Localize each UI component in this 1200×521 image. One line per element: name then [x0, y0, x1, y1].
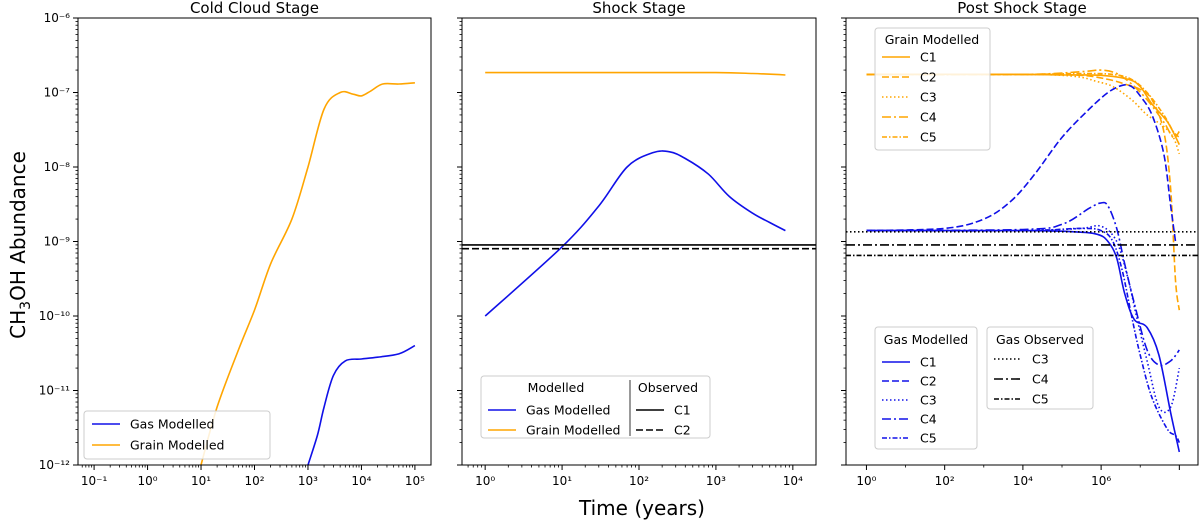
legend-label: Gas Modelled — [130, 417, 214, 432]
series-grain-modelled — [485, 71, 786, 76]
legend-label: Gas Modelled — [526, 403, 610, 418]
plot-frame — [845, 17, 1199, 466]
legend-label: C5 — [920, 431, 937, 446]
panel-1: Shock Stage 10⁰ 10¹ 10² 10³ 10⁴ Modelled Observ… — [457, 0, 817, 488]
x-tick-label: 10⁶ — [1091, 474, 1111, 488]
legend-box — [986, 326, 1094, 410]
y-axis-label: CH3OH Abundance — [6, 151, 34, 339]
series-gas-modelled-c5 — [866, 227, 1181, 443]
chart-title: Post Shock Stage — [957, 0, 1086, 17]
legend-box — [83, 410, 271, 460]
series-gas-modelled — [307, 344, 416, 465]
x-tick-label: 10⁰ — [856, 474, 876, 488]
y-tick-label: 10⁻⁹ — [44, 235, 71, 249]
legend-label: C2 — [674, 423, 691, 438]
series-grain-modelled-c5 — [866, 72, 1180, 138]
legend-label: C2 — [920, 374, 937, 389]
y-tick-label: 10⁻¹¹ — [39, 384, 70, 398]
legend-label: C1 — [920, 50, 937, 65]
legend-label: C5 — [1032, 392, 1049, 407]
x-tick-label: 10² — [244, 474, 264, 488]
x-tick-label: 10³ — [298, 474, 318, 488]
legend-title: Observed — [638, 380, 698, 395]
legend-label: C4 — [920, 110, 937, 125]
x-tick-label: 10⁴ — [1013, 474, 1033, 488]
legend-label: C1 — [920, 355, 937, 370]
x-tick-label: 10² — [629, 474, 649, 488]
legend-label: C3 — [920, 393, 937, 408]
series-grain-modelled — [200, 82, 415, 465]
legend-label: C5 — [920, 130, 937, 145]
y-tick-label: 10⁻⁶ — [44, 11, 71, 25]
legend-box — [480, 375, 711, 439]
series-gas-modelled-c2 — [866, 83, 1177, 242]
x-tick-label: 10⁻¹ — [81, 474, 108, 488]
legend-label: Grain Modelled — [526, 423, 620, 438]
x-tick-label: 10⁴ — [351, 474, 371, 488]
legend-label: Grain Modelled — [130, 438, 224, 453]
y-tick-label: 10⁻⁷ — [44, 86, 71, 100]
plot-frame — [77, 17, 432, 466]
series-gas-modelled — [484, 150, 786, 317]
y-tick-label: 10⁻¹² — [39, 458, 70, 472]
x-tick-label: 10⁰ — [138, 474, 158, 488]
legend-title: Gas Modelled — [884, 332, 968, 347]
series-gas-modelled-c3 — [866, 224, 1181, 414]
x-tick-label: 10⁰ — [475, 474, 495, 488]
chart-title: Cold Cloud Stage — [190, 0, 319, 17]
legend-label: C2 — [920, 70, 937, 85]
legend-title: Grain Modelled — [885, 32, 979, 47]
panel-0: Cold Cloud Stage 10⁻¹ 10⁰ 10¹ 10² 10³ 10⁴ 10⁵ 10… — [39, 0, 432, 488]
series-gas-modelled-c1 — [866, 229, 1181, 453]
panel-2: Post Shock Stage 10⁰ 10² 10⁴ 10⁶ Grain Modell… — [841, 0, 1199, 488]
plot-frame — [461, 17, 817, 466]
legend-label: C4 — [1032, 372, 1049, 387]
series-grain-modelled-c4 — [866, 69, 1180, 139]
legend-label: C4 — [920, 412, 937, 427]
x-tick-label: 10² — [935, 474, 955, 488]
x-tick-label: 10¹ — [552, 474, 572, 488]
x-axis-label: Time (years) — [578, 496, 705, 520]
legend-label: C3 — [1032, 352, 1049, 367]
x-tick-label: 10³ — [706, 474, 726, 488]
legend-box — [874, 27, 991, 151]
x-tick-label: 10¹ — [191, 474, 211, 488]
legend-label: C1 — [674, 403, 691, 418]
x-tick-label: 10⁴ — [783, 474, 803, 488]
legend-label: C3 — [920, 90, 937, 105]
y-tick-label: 10⁻¹⁰ — [39, 309, 70, 323]
chart-title: Shock Stage — [592, 0, 685, 17]
y-tick-label: 10⁻⁸ — [44, 160, 71, 174]
series-gas-modelled-c4 — [866, 201, 1180, 367]
legend-title: Gas Observed — [996, 332, 1084, 347]
legend-title: Modelled — [528, 380, 585, 395]
x-tick-label: 10⁵ — [405, 474, 425, 488]
